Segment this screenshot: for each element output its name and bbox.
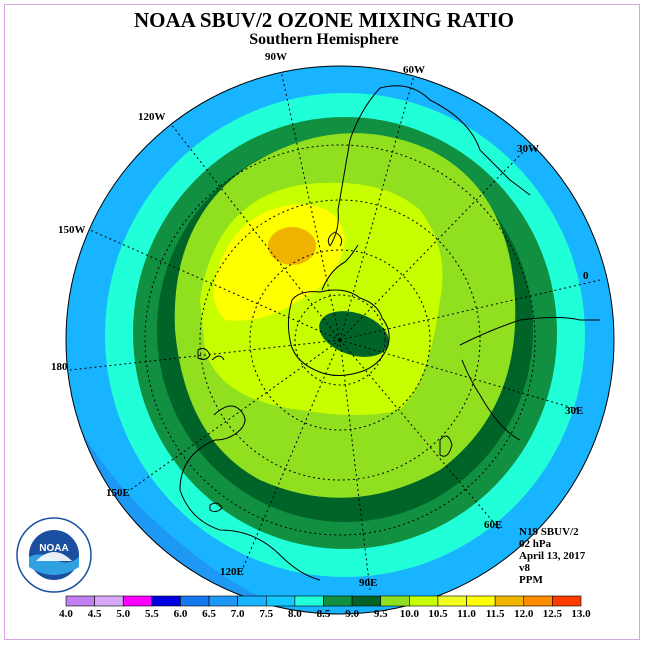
legend-swatch <box>494 595 525 607</box>
legend-swatch <box>65 595 95 607</box>
lon-label-60w: 60W <box>403 64 425 76</box>
lon-label-120e: 120E <box>220 566 244 578</box>
coastlines <box>179 85 600 581</box>
tasmania <box>209 502 223 513</box>
legend-tick-label: 4.0 <box>59 608 73 620</box>
info-satellite: N19 SBUV/2 <box>519 526 579 538</box>
australia-coast <box>179 405 321 581</box>
legend-tick-label: 5.0 <box>116 608 131 620</box>
legend-tick-label: 9.5 <box>373 608 388 620</box>
longitude-labels: 90W 60W 30W 0 30E 60E 90E 120E 150E 180 … <box>51 51 589 589</box>
legend-tick-label: 11.0 <box>457 608 476 620</box>
lon-label-150e: 150E <box>106 487 130 499</box>
graticule <box>69 66 601 591</box>
region-polar-low <box>319 311 389 357</box>
south-america-coast <box>329 85 531 247</box>
info-version: v8 <box>519 562 530 574</box>
legend-swatch <box>409 595 439 607</box>
legend-tick-label: 13.0 <box>571 608 591 620</box>
info-units: PPM <box>519 574 543 586</box>
legend-swatch <box>351 595 382 607</box>
region-orange <box>268 227 316 265</box>
lon-label-0: 0 <box>583 270 589 282</box>
lon-label-120w: 120W <box>138 111 166 123</box>
map-border <box>65 65 615 615</box>
legend-swatch <box>380 595 410 607</box>
south-america-tip <box>327 231 343 247</box>
legend-tick-label: 9.0 <box>345 608 359 620</box>
legend-tick-label: 10.0 <box>399 608 419 620</box>
noaa-logo: NOAA <box>16 517 92 593</box>
legend-swatch <box>466 595 496 607</box>
legend-tick-label: 11.5 <box>485 608 505 620</box>
antarctic-peninsula <box>321 244 359 291</box>
page-title: NOAA SBUV/2 OZONE MIXING RATIO <box>134 8 514 32</box>
info-block: N19 SBUV/2 02 hPa April 13, 2017 v8 PPM <box>519 526 585 586</box>
legend-tick-label: 4.5 <box>87 608 102 620</box>
legend-tick-label: 6.5 <box>202 608 216 620</box>
legend-swatch <box>122 595 153 607</box>
logo-text: NOAA <box>39 543 68 554</box>
lon-label-30w: 30W <box>517 143 539 155</box>
legend-swatch <box>265 595 296 607</box>
page-subtitle: Southern Hemisphere <box>249 31 399 48</box>
legend-swatch <box>208 595 238 607</box>
legend-tick-label: 8.5 <box>316 608 331 620</box>
legend-swatch <box>180 595 210 607</box>
madagascar <box>439 435 453 457</box>
ozone-field <box>66 66 614 614</box>
africa-coast <box>459 317 600 441</box>
info-pressure: 02 hPa <box>519 538 552 550</box>
lon-label-90w: 90W <box>265 51 287 63</box>
legend-tick-label: 8.0 <box>288 608 302 620</box>
legend-swatch <box>94 595 124 607</box>
legend-swatch <box>237 595 267 607</box>
legend-swatch <box>294 595 324 607</box>
legend-tick-label: 5.5 <box>144 608 159 620</box>
antarctica-coast <box>287 289 390 376</box>
legend-swatch <box>323 595 353 607</box>
legend-tick-label: 10.5 <box>428 608 448 620</box>
chart-frame <box>4 4 640 640</box>
legend-swatch <box>437 595 467 607</box>
legend-tick-label: 6.0 <box>173 608 188 620</box>
lon-label-150w: 150W <box>58 224 86 236</box>
legend-tick-label: 12.5 <box>542 608 562 620</box>
legend-swatch <box>523 595 553 607</box>
lon-label-180: 180 <box>51 361 68 373</box>
lon-label-60e: 60E <box>484 519 502 531</box>
info-date: April 13, 2017 <box>519 550 586 562</box>
lon-label-90e: 90E <box>359 577 377 589</box>
lon-label-30e: 30E <box>565 405 583 417</box>
legend-tick-label: 12.0 <box>514 608 534 620</box>
color-legend-bar <box>65 595 582 607</box>
legend-tick-labels: 4.0 4.5 5.0 5.5 6.0 6.5 7.0 7.5 8.0 8.5 9.0 9.5 10.0… <box>0 608 648 622</box>
legend-swatch <box>552 595 582 607</box>
legend-tick-label: 7.0 <box>230 608 245 620</box>
legend-swatch <box>151 595 181 607</box>
legend-tick-label: 7.5 <box>259 608 274 620</box>
